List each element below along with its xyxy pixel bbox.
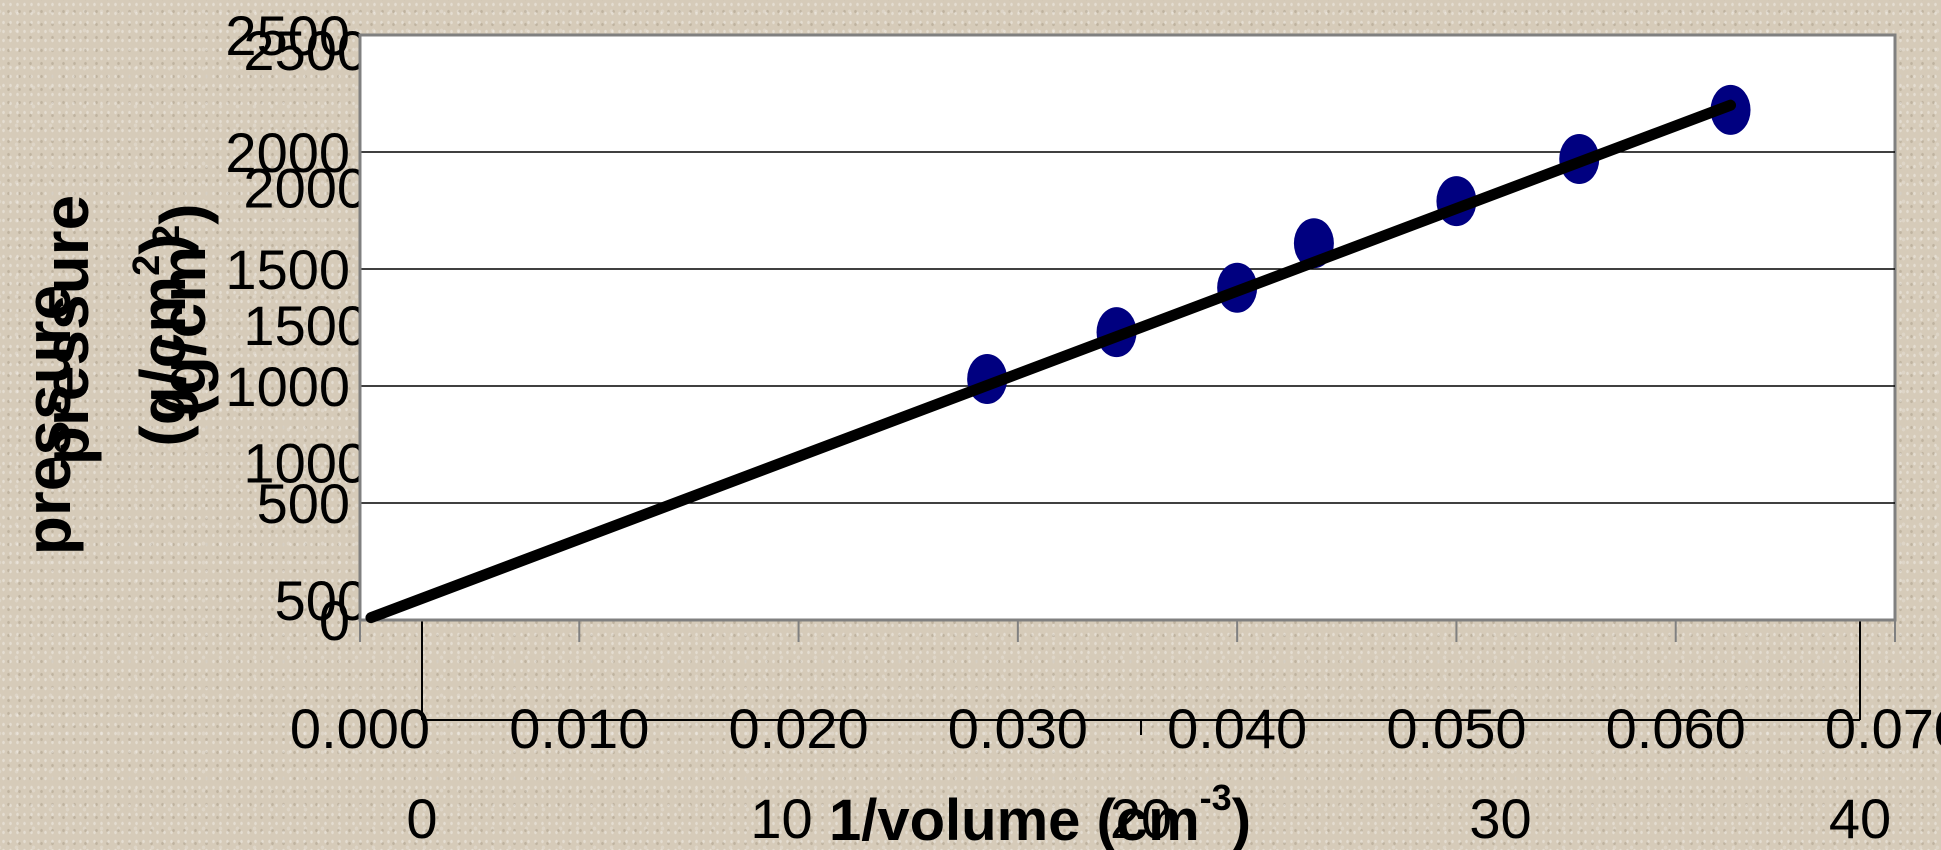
y-axis-label-line1-ghost: pressure bbox=[12, 285, 84, 555]
ghost-x-tick-label: 20 bbox=[1110, 787, 1172, 850]
y-axis-label-line2-ghost: (g/cm2) bbox=[126, 233, 199, 446]
y-tick-label: 1500 bbox=[225, 238, 350, 301]
x-tick-labels: 0.000 0.010 0.020 0.030 0.040 0.050 0.060 0.070 bbox=[290, 697, 1941, 760]
x-tick-label: 0.060 bbox=[1606, 697, 1746, 760]
y-tick-label: 2000 bbox=[225, 121, 350, 184]
x-tick-label: 0.040 bbox=[1167, 697, 1307, 760]
y-tick-label: 0 bbox=[319, 589, 350, 652]
y-axis-label-line2-start: (g/cm bbox=[147, 246, 219, 417]
x-tick-label: 0.020 bbox=[729, 697, 869, 760]
x-tick-label: 0.010 bbox=[509, 697, 649, 760]
ghost-x-tick-labels: 0 10 20 30 40 bbox=[406, 787, 1891, 850]
x-tick-marks bbox=[359, 620, 1896, 642]
y-axis-label-line2: (g/cm2) bbox=[146, 203, 219, 416]
ghost-x-tick-label: 40 bbox=[1829, 787, 1891, 850]
ghost-x-tick-label: 30 bbox=[1469, 787, 1531, 850]
y-tick-labels: 0 500 1000 1500 2000 2500 bbox=[225, 4, 350, 652]
gridlines bbox=[360, 151, 1895, 504]
ghost-y-tick-label: 1000 bbox=[243, 432, 368, 495]
y-axis-label-line2-ghost-end: ) bbox=[127, 233, 199, 254]
ghost-y-tick-label: 500 bbox=[275, 569, 368, 632]
ghost-y-tick-label: 2500 bbox=[243, 19, 368, 82]
ghost-y-tick-label: 2000 bbox=[243, 157, 368, 220]
x-tick-label: 0.050 bbox=[1386, 697, 1526, 760]
x-axis-label-end: ) bbox=[1232, 788, 1251, 850]
x-tick-label: 0.070 bbox=[1825, 697, 1941, 760]
x-axis-label: 1/volume (cm-3) bbox=[829, 777, 1251, 850]
y-axis-label-line2-ghost-start: (g/cm bbox=[127, 276, 199, 447]
y-tick-label: 1000 bbox=[225, 355, 350, 418]
ghost-x-tick-label: 10 bbox=[750, 787, 812, 850]
y-tick-label: 2500 bbox=[225, 4, 350, 67]
ghost-x-tick-label: 0 bbox=[406, 787, 437, 850]
y-axis-label-line1: pressure bbox=[30, 195, 102, 465]
trendline bbox=[365, 99, 1737, 624]
y-axis-label-line2-sup: 2 bbox=[146, 225, 188, 246]
x-axis-label-main: 1/volume (cm bbox=[829, 788, 1200, 850]
ghost-y-tick-label: 1500 bbox=[243, 294, 368, 357]
x-tick-label: 0.000 bbox=[290, 697, 430, 760]
x-axis-label-sup: -3 bbox=[1200, 777, 1232, 818]
x-tick-label: 0.030 bbox=[948, 697, 1088, 760]
y-axis-label-line2-end: ) bbox=[147, 203, 219, 224]
y-tick-label: 500 bbox=[257, 472, 350, 535]
y-axis-label-line2-ghost-sup: 2 bbox=[126, 255, 168, 276]
